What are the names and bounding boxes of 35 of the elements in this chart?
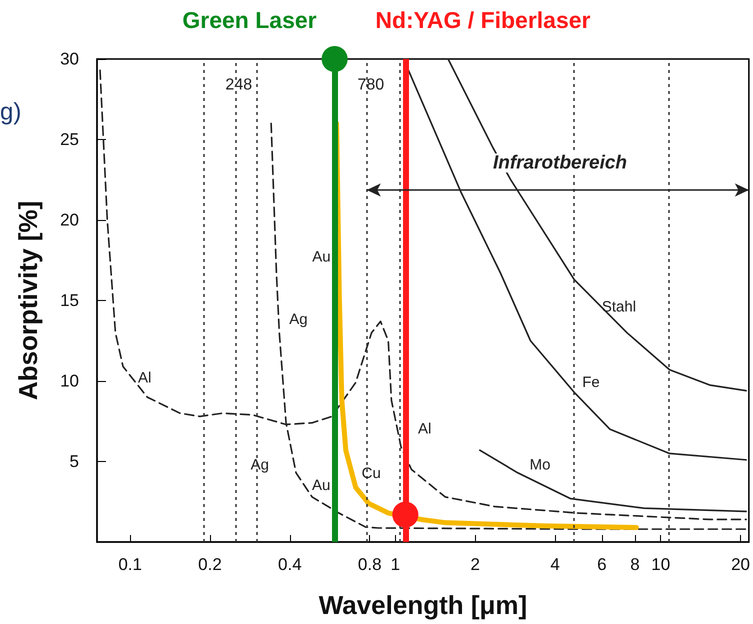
y-tick-label: 15 <box>60 291 79 310</box>
y-tick-label: 20 <box>60 210 79 230</box>
annotation: Cu <box>362 464 381 482</box>
x-tick-label: 0.1 <box>118 555 142 574</box>
text: g) <box>0 98 22 126</box>
annotation: Ag <box>289 311 308 328</box>
y-axis-title: Absorptivity [%] <box>13 200 43 400</box>
annotation: Stahl <box>602 298 636 316</box>
annotation: Al <box>138 369 152 386</box>
x-tick-label: 4 <box>550 555 560 574</box>
annotation: Ag <box>250 456 270 474</box>
x-tick-label: 6 <box>597 555 607 574</box>
x-tick-label: 0.4 <box>278 555 302 574</box>
x-tick-label: 10 <box>651 555 670 574</box>
ref-line-label: 248 <box>225 76 252 94</box>
x-tick-label: 8 <box>630 555 640 574</box>
x-axis-title: Wavelength [μm] <box>318 590 528 620</box>
x-tick-label: 20 <box>731 555 750 574</box>
y-tick-label: 5 <box>70 452 79 471</box>
y-tick-label: 25 <box>60 130 79 149</box>
annotation: Au <box>312 248 331 266</box>
ref-line-label: Nd:YAG / Fiberlaser <box>375 7 591 33</box>
ref-line-label: 780 <box>357 76 384 94</box>
annotation: Mo <box>530 456 551 474</box>
annotation: Au <box>312 477 330 494</box>
x-tick-label: 0.2 <box>198 555 222 574</box>
annotation: Infrarotbereich <box>492 152 628 174</box>
ref-line-label: Green Laser <box>182 7 317 33</box>
annotation: Al <box>418 420 432 438</box>
y-tick-label: 30 <box>60 50 79 68</box>
annotation: Fe <box>582 374 600 391</box>
y-tick-label: 10 <box>60 372 79 390</box>
x-tick-label: 0.8 <box>358 555 382 574</box>
x-tick-label: 1 <box>390 555 400 574</box>
x-tick-label: 2 <box>470 555 480 574</box>
